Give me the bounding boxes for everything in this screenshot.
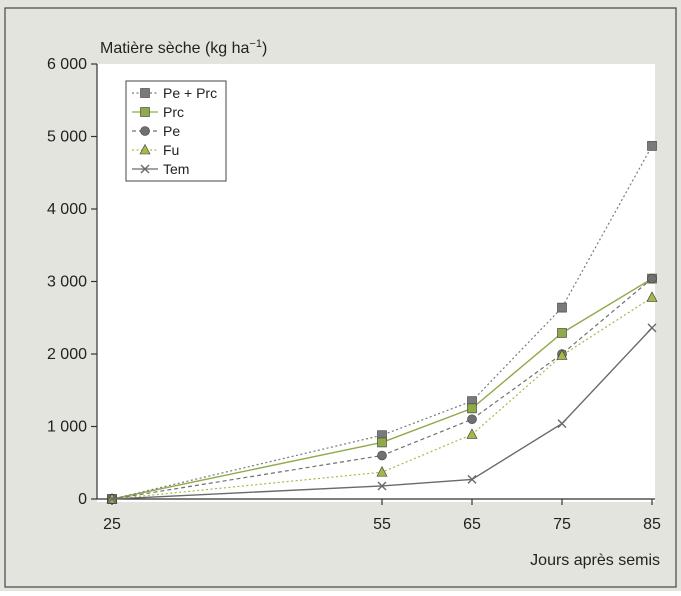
data-point bbox=[377, 450, 387, 461]
x-tick-label: 65 bbox=[463, 516, 481, 533]
x-tick-label: 85 bbox=[643, 516, 661, 533]
legend-marker bbox=[140, 107, 150, 117]
legend-label: Pe + Prc bbox=[163, 85, 217, 101]
data-point bbox=[556, 349, 568, 360]
data-point bbox=[557, 302, 567, 313]
legend-marker bbox=[140, 88, 150, 98]
data-point bbox=[646, 291, 658, 302]
x-marker-stroke bbox=[107, 494, 117, 504]
x-tick-label: 25 bbox=[103, 516, 121, 533]
y-tick-label: 4 000 bbox=[47, 201, 87, 218]
data-point bbox=[107, 494, 117, 504]
series-line bbox=[111, 278, 653, 500]
x-marker-stroke bbox=[377, 481, 387, 491]
y-tick-label: 2 000 bbox=[47, 346, 87, 363]
legend-marker bbox=[140, 164, 150, 174]
legend-marker bbox=[139, 143, 151, 155]
legend-marker bbox=[140, 126, 150, 136]
x-axis-label: Jours après semis bbox=[530, 552, 660, 569]
data-point bbox=[377, 481, 387, 491]
data-point bbox=[466, 428, 478, 439]
y-tick-label: 5 000 bbox=[47, 129, 87, 146]
data-point bbox=[557, 328, 567, 338]
y-tick-label: 0 bbox=[78, 491, 87, 508]
data-point bbox=[376, 466, 388, 477]
legend-label: Fu bbox=[163, 142, 179, 158]
data-point bbox=[647, 141, 657, 151]
y-tick-label: 1 000 bbox=[47, 419, 87, 436]
y-tick-label: 6 000 bbox=[47, 56, 87, 73]
data-point bbox=[377, 437, 387, 448]
data-series bbox=[106, 141, 658, 504]
series-line bbox=[111, 296, 653, 500]
data-point bbox=[647, 273, 657, 284]
legend-label: Tem bbox=[163, 161, 189, 177]
x-tick-label: 55 bbox=[373, 516, 391, 533]
legend-label: Prc bbox=[163, 104, 184, 120]
data-point bbox=[647, 323, 657, 333]
x-marker-stroke bbox=[140, 164, 150, 174]
x-marker-stroke bbox=[557, 419, 567, 429]
legend-label: Pe bbox=[163, 123, 180, 139]
x-tick-label: 75 bbox=[553, 516, 571, 533]
data-point bbox=[467, 474, 477, 484]
figure-border bbox=[4, 7, 677, 588]
data-point bbox=[467, 414, 477, 425]
x-marker-stroke bbox=[467, 474, 477, 484]
y-axis-label: Matière sèche (kg ha−1) bbox=[100, 38, 267, 57]
series-tem bbox=[107, 323, 657, 504]
data-point bbox=[467, 403, 477, 414]
x-marker-stroke bbox=[647, 323, 657, 333]
data-point bbox=[557, 419, 567, 429]
y-tick-label: 3 000 bbox=[47, 274, 87, 291]
legend: Pe + Prc Prc Pe Fu Tem bbox=[125, 80, 227, 182]
axes: 0 1 000 2 000 3 000 4 000 5 000 6 000 25 55 65 75 8… bbox=[47, 56, 661, 533]
